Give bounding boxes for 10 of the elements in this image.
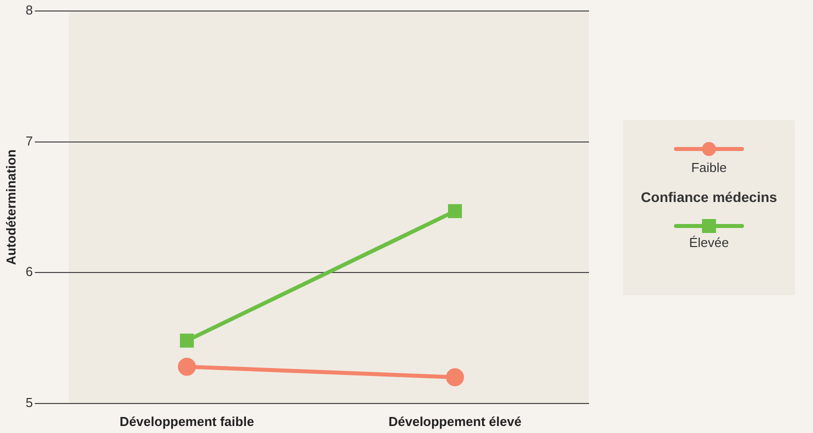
legend-title: Confiance médecins [640, 189, 778, 205]
legend-label: Faible [690, 160, 728, 175]
y-tick-label: 5 [26, 394, 33, 410]
x-tick-label: Développement élevé [388, 414, 522, 429]
y-axis-title: Autodétermination [3, 149, 18, 265]
legend-label: Élevée [689, 235, 729, 250]
y-tick-label: 7 [26, 133, 33, 148]
y-tick-label: 8 [26, 2, 33, 18]
x-tick-label: Développement faible [120, 414, 254, 429]
y-tick-label: 6 [26, 264, 33, 280]
